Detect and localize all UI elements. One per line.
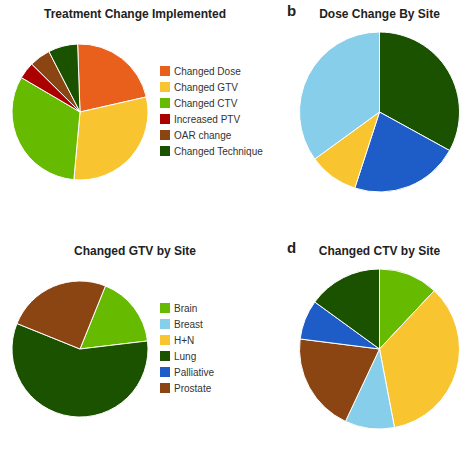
pie-slice (315, 269, 380, 349)
legend-item: Prostate (160, 383, 212, 394)
panel-label: b (287, 2, 296, 19)
chart-title: Changed GTV by Site (74, 244, 196, 258)
legend-item: Changed GTV (160, 82, 238, 93)
legend-item: Palliative (160, 367, 214, 378)
legend-label: Increased PTV (174, 114, 240, 125)
legend-label: Brain (174, 303, 197, 314)
legend-swatch (160, 303, 170, 313)
pie-slice (49, 44, 80, 112)
pie-slice (17, 281, 106, 349)
panel-label: d (287, 239, 296, 256)
pie (300, 32, 460, 192)
pie-slice (300, 339, 380, 421)
legend-swatch (160, 367, 170, 377)
legend-label: Lung (174, 351, 196, 362)
legend-swatch (160, 335, 170, 345)
pie (12, 281, 148, 417)
legend-item: Changed CTV (160, 98, 238, 109)
pie-slice (300, 32, 380, 159)
legend-label: OAR change (174, 130, 232, 141)
legend-swatch (160, 130, 170, 140)
figure: Treatment Change Implemented Changed Dose… (0, 0, 474, 474)
legend-item: Changed Technique (160, 146, 263, 157)
legend-item: Breast (160, 319, 203, 330)
legend-item: Lung (160, 351, 196, 362)
legend-swatch (160, 319, 170, 329)
legend-swatch (160, 383, 170, 393)
legend-label: Changed CTV (174, 98, 238, 109)
legend-swatch (160, 82, 170, 92)
legend-item: OAR change (160, 130, 232, 141)
legend-swatch (160, 146, 170, 156)
legend-label: Changed Technique (174, 146, 263, 157)
chart-title: Dose Change By Site (319, 7, 440, 21)
legend-swatch (160, 66, 170, 76)
legend-item: Increased PTV (160, 114, 240, 125)
panel: Changed GTV by Site Brain Breast H+N Lung Pal… (12, 244, 214, 417)
background (0, 0, 474, 474)
legend-swatch (160, 351, 170, 361)
pie (12, 44, 148, 180)
chart-title: Changed CTV by Site (319, 244, 441, 258)
panel: Dose Change By Site b (287, 2, 460, 192)
legend-swatch (160, 98, 170, 108)
pie-slice (380, 291, 460, 428)
legend-label: Changed GTV (174, 82, 238, 93)
pie-slice (74, 97, 148, 180)
legend-label: Breast (174, 319, 203, 330)
legend-item: Brain (160, 303, 197, 314)
chart-title: Treatment Change Implemented (44, 7, 226, 21)
panel: Changed CTV by Site d (287, 239, 459, 429)
legend: Brain Breast H+N Lung Palliative Prostate (160, 303, 214, 394)
legend: Changed Dose Changed GTV Changed CTV Increa… (160, 66, 263, 157)
legend-item: H+N (160, 335, 194, 346)
pie (300, 269, 460, 429)
panel: Treatment Change Implemented Changed Dose… (12, 7, 263, 180)
legend-item: Changed Dose (160, 66, 241, 77)
legend-label: Changed Dose (174, 66, 241, 77)
legend-swatch (160, 114, 170, 124)
legend-label: Palliative (174, 367, 214, 378)
legend-label: Prostate (174, 383, 212, 394)
legend-label: H+N (174, 335, 194, 346)
